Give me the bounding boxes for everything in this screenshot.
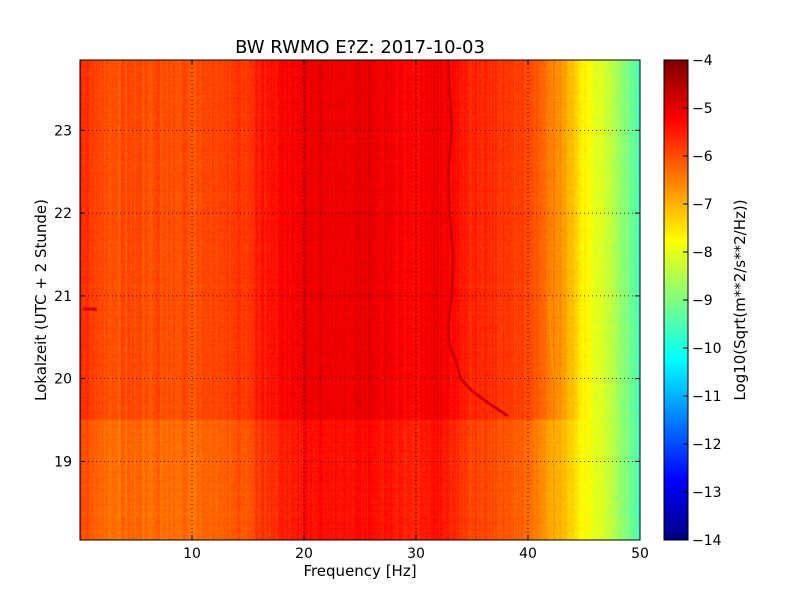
colorbar-tick-label: −14 <box>692 533 722 549</box>
colorbar-tick-label: −12 <box>692 437 722 453</box>
colorbar-tick-label: −5 <box>692 101 713 117</box>
y-tick-label: 23 <box>54 123 72 139</box>
peak-frequency-line <box>447 59 509 418</box>
heatmap-image <box>80 60 640 540</box>
colorbar-tick-label: −4 <box>692 53 713 69</box>
colorbar-label: Log10(Sqrt(m**2/s**2/Hz)) <box>731 199 749 400</box>
colorbar-tick-label: −7 <box>692 197 713 213</box>
plot-marks <box>83 59 555 418</box>
grid-lines <box>80 60 640 540</box>
plot-frame <box>79 59 641 541</box>
y-axis-ticks: 19 20 21 22 23 <box>54 123 640 470</box>
colorbar-tick-label: −9 <box>692 293 713 309</box>
chart-title: BW RWMO E?Z: 2017-10-03 <box>235 37 485 58</box>
colorbar-tick-label: −10 <box>692 341 722 357</box>
x-tick-label: 40 <box>519 546 537 562</box>
x-axis-ticks: 10 20 30 40 50 <box>183 60 649 562</box>
y-tick-label: 21 <box>54 289 72 305</box>
colorbar-ticks: −4 −5 −6 −7 −8 −9 −10 −11 −12 −13 −14 <box>683 53 722 549</box>
plot-area <box>79 59 641 541</box>
colorbar-tick-label: −6 <box>692 149 713 165</box>
x-tick-label: 30 <box>407 546 425 562</box>
x-tick-label: 20 <box>295 546 313 562</box>
y-tick-label: 22 <box>54 206 72 222</box>
y-axis-label: Lokalzeit (UTC + 2 Stunde) <box>32 199 50 401</box>
x-tick-label: 10 <box>183 546 201 562</box>
y-tick-label: 19 <box>54 454 72 470</box>
colorbar-tick-label: −11 <box>692 389 722 405</box>
y-tick-label: 20 <box>54 372 72 388</box>
colorbar-tick-label: −13 <box>692 485 722 501</box>
x-axis-label: Frequency [Hz] <box>303 562 416 580</box>
colorbar-tick-label: −8 <box>692 245 713 261</box>
x-tick-label: 50 <box>631 546 649 562</box>
weak-frequency-line <box>548 295 555 379</box>
colorbar: −4 −5 −6 −7 −8 −9 −10 −11 −12 −13 −14 Log10(Sqrt(m… <box>663 53 749 549</box>
